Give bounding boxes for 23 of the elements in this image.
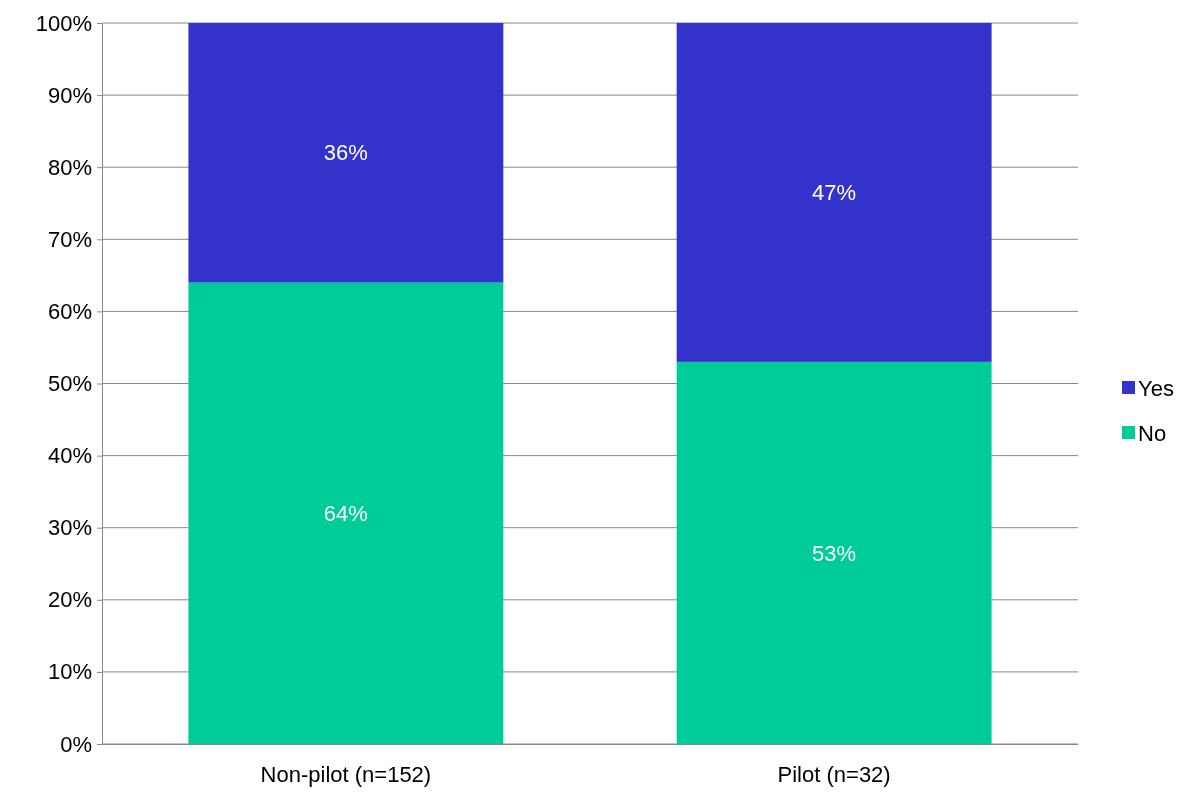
y-tick-label: 20% [47, 587, 92, 613]
y-tick-label: 50% [47, 371, 92, 397]
y-tick-label: 40% [47, 443, 92, 469]
x-tick-label: Pilot (n=32) [777, 762, 891, 788]
y-tick-label: 80% [47, 154, 92, 180]
y-tick-label: 90% [47, 82, 92, 108]
x-tick-label: Non-pilot (n=152) [260, 762, 432, 788]
legend-label: Yes [1138, 375, 1174, 401]
y-tick-label: 10% [47, 659, 92, 685]
data-label: 64% [323, 500, 368, 526]
y-tick-label: 0% [60, 731, 92, 757]
bar [676, 23, 992, 362]
data-label: 53% [812, 540, 857, 566]
bar [188, 23, 504, 283]
y-tick-label: 60% [47, 298, 92, 324]
y-tick-label: 70% [47, 226, 92, 252]
bar [188, 282, 504, 744]
y-tick-label: 30% [47, 515, 92, 541]
legend-label: No [1138, 420, 1167, 446]
bar [676, 361, 992, 744]
data-label: 36% [323, 140, 368, 166]
data-label: 47% [812, 180, 857, 206]
y-tick-label: 100% [35, 10, 92, 36]
